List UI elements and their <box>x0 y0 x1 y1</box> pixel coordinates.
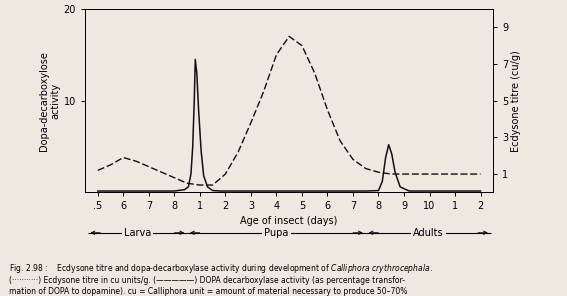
Text: Pupa: Pupa <box>264 228 289 238</box>
Text: Larva: Larva <box>124 228 151 238</box>
X-axis label: Age of insect (days): Age of insect (days) <box>240 215 338 226</box>
Text: Fig. 2.98 :    Ecdysone titre and dopa-decarboxylase activity during development: Fig. 2.98 : Ecdysone titre and dopa-deca… <box>9 262 432 296</box>
Y-axis label: Dopa-decarboxylose
activity: Dopa-decarboxylose activity <box>39 51 61 151</box>
Y-axis label: Ecdysone titre (cu/g): Ecdysone titre (cu/g) <box>511 50 521 152</box>
Text: Adults: Adults <box>413 228 443 238</box>
